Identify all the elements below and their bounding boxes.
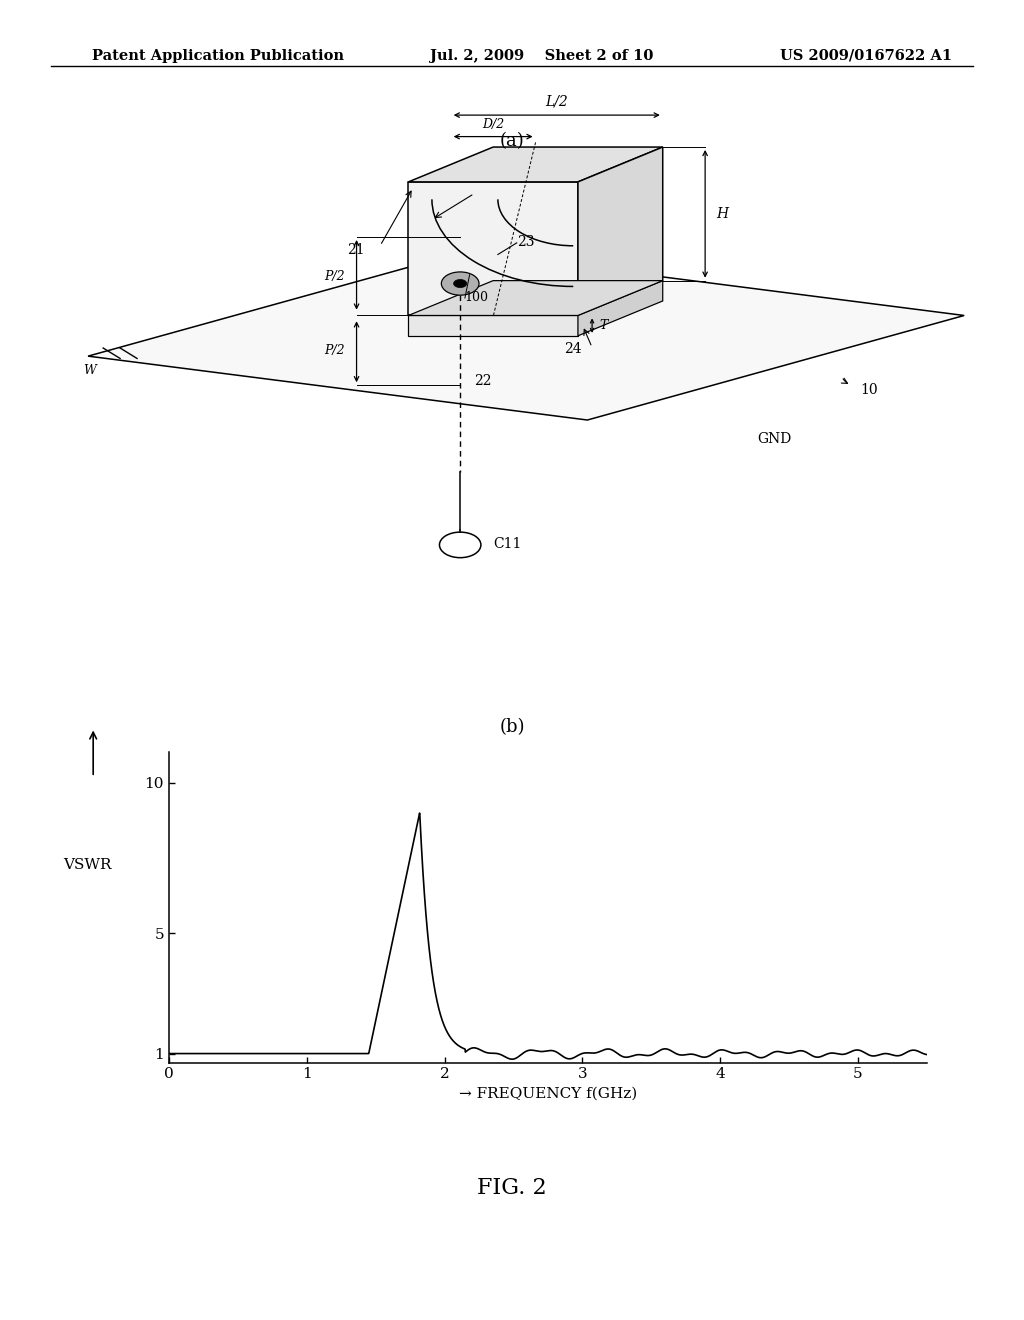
Text: L/2: L/2 bbox=[546, 94, 568, 108]
Text: Patent Application Publication: Patent Application Publication bbox=[92, 49, 344, 63]
Text: FIG. 2: FIG. 2 bbox=[477, 1177, 547, 1200]
Text: P/2: P/2 bbox=[325, 269, 345, 282]
Polygon shape bbox=[409, 315, 578, 335]
Text: (a): (a) bbox=[500, 132, 524, 150]
Circle shape bbox=[441, 272, 479, 296]
Text: T: T bbox=[600, 319, 608, 333]
Text: H: H bbox=[717, 207, 728, 220]
Text: (b): (b) bbox=[500, 718, 524, 737]
Circle shape bbox=[454, 280, 467, 288]
Text: VSWR: VSWR bbox=[62, 858, 112, 871]
Polygon shape bbox=[409, 147, 663, 182]
Text: D/2: D/2 bbox=[482, 117, 504, 131]
Text: 10: 10 bbox=[860, 383, 879, 397]
Text: US 2009/0167622 A1: US 2009/0167622 A1 bbox=[780, 49, 952, 63]
Polygon shape bbox=[88, 252, 965, 420]
Text: 23: 23 bbox=[517, 235, 535, 248]
Text: GND: GND bbox=[757, 432, 792, 446]
Polygon shape bbox=[578, 147, 663, 315]
Text: 22: 22 bbox=[474, 374, 492, 388]
Polygon shape bbox=[578, 281, 663, 335]
Text: 21: 21 bbox=[347, 243, 365, 257]
Text: 24: 24 bbox=[564, 342, 582, 356]
X-axis label: → FREQUENCY f(GHz): → FREQUENCY f(GHz) bbox=[459, 1086, 637, 1101]
Text: W: W bbox=[84, 364, 96, 378]
Text: 100: 100 bbox=[465, 290, 488, 304]
Text: C11: C11 bbox=[494, 537, 521, 550]
Text: P/2: P/2 bbox=[325, 343, 345, 356]
Polygon shape bbox=[409, 281, 663, 315]
Text: Jul. 2, 2009    Sheet 2 of 10: Jul. 2, 2009 Sheet 2 of 10 bbox=[430, 49, 653, 63]
Polygon shape bbox=[409, 182, 578, 315]
